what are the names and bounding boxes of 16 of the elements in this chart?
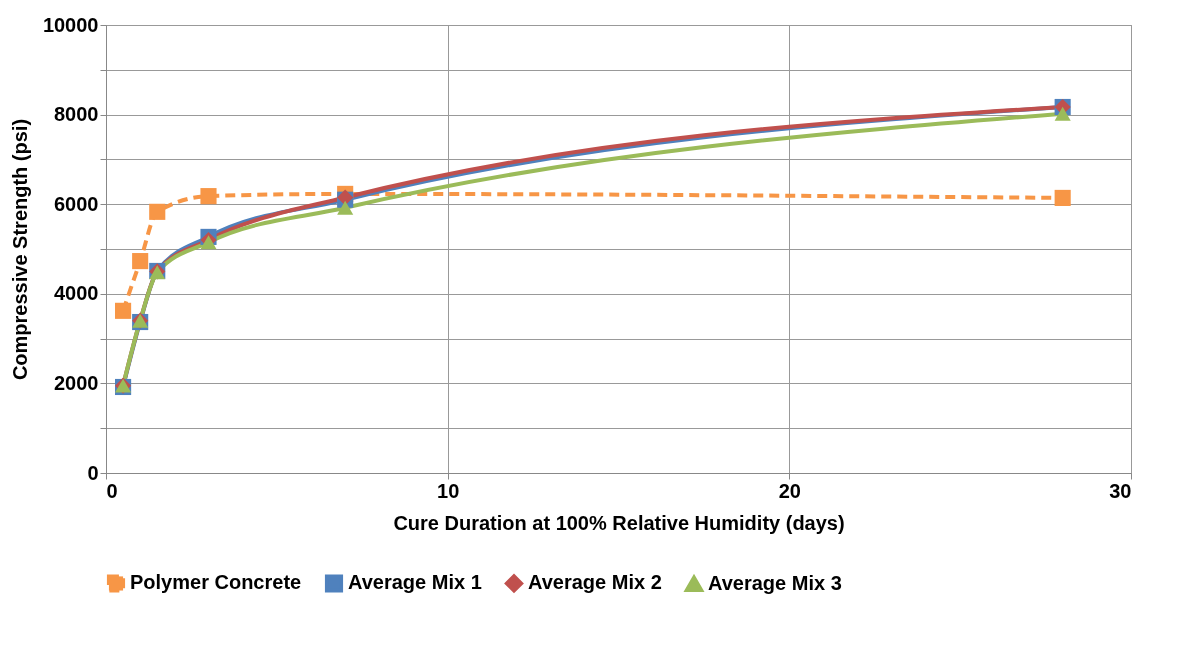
y-tick-label: 8000 — [54, 103, 99, 126]
x-tick-label: 0 — [106, 479, 118, 502]
legend-label: Average Mix 2 — [528, 571, 662, 594]
legend-label: Polymer Concrete — [130, 571, 302, 594]
y-tick-label: 0 — [87, 461, 99, 484]
x-tick-label: 30 — [1109, 479, 1132, 502]
y-tick-label: 6000 — [54, 192, 99, 215]
x-tick-label: 10 — [437, 479, 460, 502]
legend-label: Average Mix 1 — [348, 571, 482, 594]
legend-label: Average Mix 3 — [708, 571, 842, 594]
x-tick-label: 20 — [778, 479, 801, 502]
y-tick-label: 4000 — [54, 282, 99, 305]
y-tick-label: 10000 — [42, 13, 99, 36]
x-axis-title: Cure Duration at 100% Relative Humidity (days) — [393, 511, 845, 534]
y-tick-label: 2000 — [54, 371, 99, 394]
y-axis-title: Compressive Strength (psi) — [8, 118, 31, 381]
